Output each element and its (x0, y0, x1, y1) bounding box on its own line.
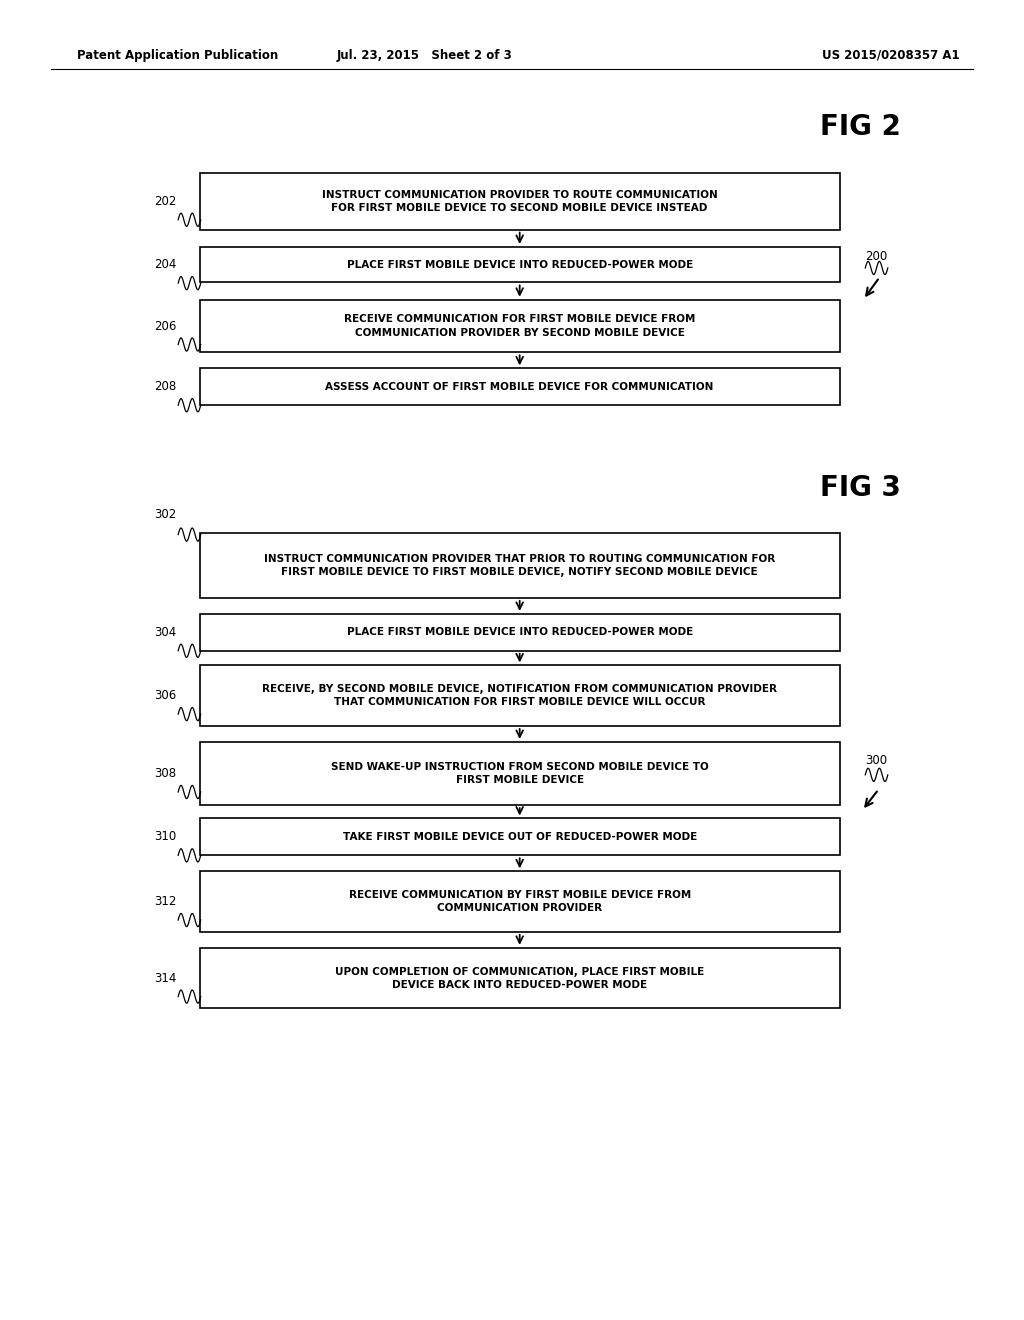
Text: 206: 206 (154, 319, 176, 333)
Bar (200, 300, 840, 352)
Text: 300: 300 (865, 754, 888, 767)
Text: FIG 3: FIG 3 (820, 474, 900, 503)
Text: 304: 304 (154, 626, 176, 639)
Text: 204: 204 (154, 259, 176, 271)
Bar (200, 614, 840, 651)
Text: 302: 302 (154, 508, 176, 521)
Text: INSTRUCT COMMUNICATION PROVIDER TO ROUTE COMMUNICATION
FOR FIRST MOBILE DEVICE T: INSTRUCT COMMUNICATION PROVIDER TO ROUTE… (322, 190, 718, 213)
Text: RECEIVE COMMUNICATION BY FIRST MOBILE DEVICE FROM
COMMUNICATION PROVIDER: RECEIVE COMMUNICATION BY FIRST MOBILE DE… (348, 890, 691, 913)
Bar (200, 871, 840, 932)
Text: Jul. 23, 2015   Sheet 2 of 3: Jul. 23, 2015 Sheet 2 of 3 (337, 49, 513, 62)
Text: 306: 306 (154, 689, 176, 702)
Bar (200, 742, 840, 805)
Text: INSTRUCT COMMUNICATION PROVIDER THAT PRIOR TO ROUTING COMMUNICATION FOR
FIRST MO: INSTRUCT COMMUNICATION PROVIDER THAT PRI… (264, 554, 775, 577)
Text: 200: 200 (865, 249, 888, 263)
Text: PLACE FIRST MOBILE DEVICE INTO REDUCED-POWER MODE: PLACE FIRST MOBILE DEVICE INTO REDUCED-P… (346, 627, 693, 638)
Bar (200, 173, 840, 230)
Text: 312: 312 (154, 895, 176, 908)
Text: 314: 314 (154, 972, 176, 985)
Text: RECEIVE, BY SECOND MOBILE DEVICE, NOTIFICATION FROM COMMUNICATION PROVIDER
THAT : RECEIVE, BY SECOND MOBILE DEVICE, NOTIFI… (262, 684, 777, 708)
Bar (200, 818, 840, 855)
Text: Patent Application Publication: Patent Application Publication (77, 49, 279, 62)
Bar (200, 948, 840, 1008)
Text: 202: 202 (154, 195, 176, 207)
Text: UPON COMPLETION OF COMMUNICATION, PLACE FIRST MOBILE
DEVICE BACK INTO REDUCED-PO: UPON COMPLETION OF COMMUNICATION, PLACE … (335, 966, 705, 990)
Text: 310: 310 (154, 830, 176, 843)
Text: TAKE FIRST MOBILE DEVICE OUT OF REDUCED-POWER MODE: TAKE FIRST MOBILE DEVICE OUT OF REDUCED-… (343, 832, 696, 842)
Text: ASSESS ACCOUNT OF FIRST MOBILE DEVICE FOR COMMUNICATION: ASSESS ACCOUNT OF FIRST MOBILE DEVICE FO… (326, 381, 714, 392)
Text: 208: 208 (154, 380, 176, 393)
Text: US 2015/0208357 A1: US 2015/0208357 A1 (822, 49, 959, 62)
Text: PLACE FIRST MOBILE DEVICE INTO REDUCED-POWER MODE: PLACE FIRST MOBILE DEVICE INTO REDUCED-P… (346, 260, 693, 269)
Bar (200, 368, 840, 405)
Text: SEND WAKE-UP INSTRUCTION FROM SECOND MOBILE DEVICE TO
FIRST MOBILE DEVICE: SEND WAKE-UP INSTRUCTION FROM SECOND MOB… (331, 762, 709, 785)
Bar (200, 247, 840, 282)
Text: FIG 2: FIG 2 (820, 112, 900, 141)
Bar (200, 533, 840, 598)
Text: 308: 308 (154, 767, 176, 780)
Text: RECEIVE COMMUNICATION FOR FIRST MOBILE DEVICE FROM
COMMUNICATION PROVIDER BY SEC: RECEIVE COMMUNICATION FOR FIRST MOBILE D… (344, 314, 695, 338)
Bar (200, 665, 840, 726)
